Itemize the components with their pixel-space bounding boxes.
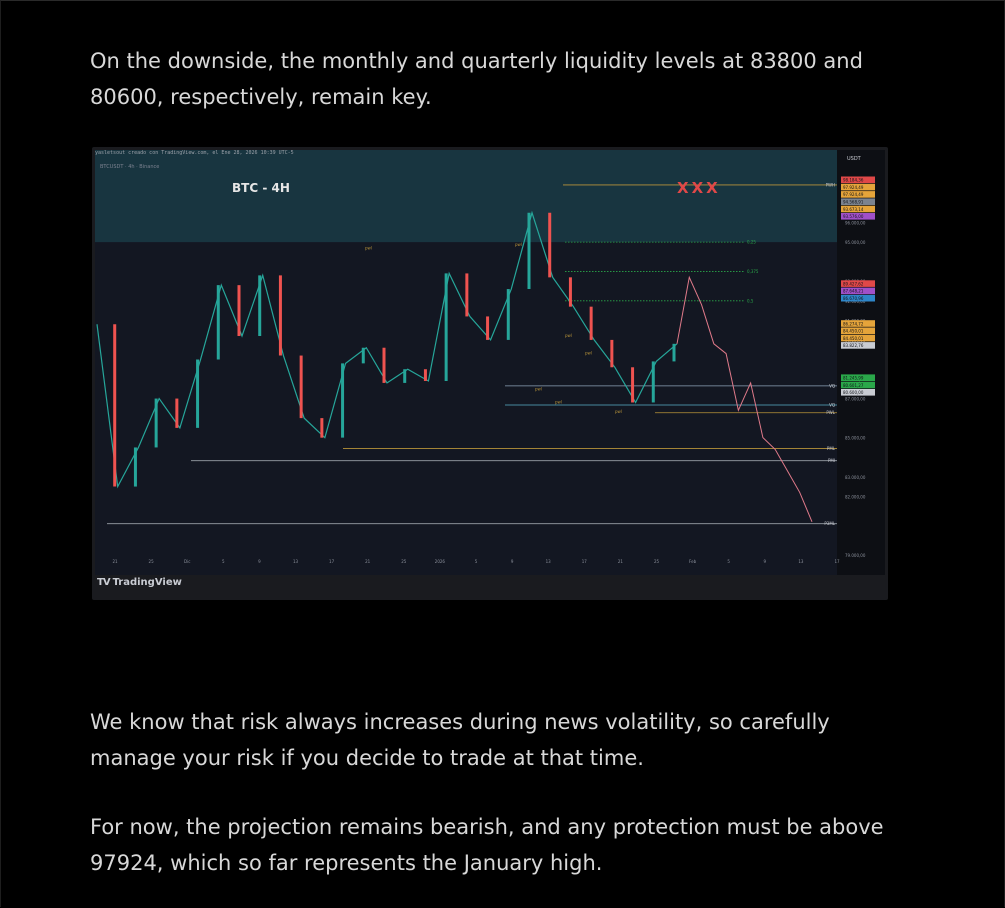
price-badge-text: 84.450,01	[843, 329, 864, 334]
pwl-label: pwl	[365, 246, 372, 251]
tradingview-icon: TV	[97, 577, 111, 588]
x-tick-label: 9	[258, 559, 261, 564]
x-tick-label: 13	[798, 559, 804, 564]
level-label: VQ	[829, 383, 835, 388]
chart-meta: yasletsout creado con TradingView.com, e…	[95, 150, 294, 156]
chart-area: 97.000,0096.000,0095.000,0093.000,0092.0…	[95, 150, 885, 575]
price-badge	[841, 205, 875, 213]
y-tick-label: 83.000,00	[845, 475, 866, 480]
x-tick-label: 21	[365, 559, 371, 564]
x-tick-label: 13	[546, 559, 552, 564]
price-badge	[841, 342, 875, 349]
x-tick-label: 2026	[435, 559, 446, 564]
price-badge-text: 87.648,21	[843, 289, 864, 294]
price-badge-text: 94.568,91	[843, 200, 864, 205]
price-badge-text: 93.673,14	[843, 207, 864, 212]
price-badge-text: 81.245,99	[843, 376, 864, 381]
x-tick-label: Feb	[689, 559, 697, 564]
price-badge-text: 86.670,96	[843, 296, 864, 301]
level-label: VQ	[829, 403, 835, 408]
x-tick-label: 5	[222, 559, 225, 564]
fib-label: 0,375	[747, 269, 759, 274]
price-badge-text: 97.924,49	[843, 192, 864, 197]
y-tick-label: 82.000,00	[845, 494, 866, 499]
price-badge	[841, 389, 875, 396]
pwl-label: pwl	[565, 333, 572, 338]
chart-title: BTC - 4H	[232, 181, 290, 195]
x-tick-label: 17	[329, 559, 335, 564]
price-badge	[841, 334, 875, 342]
btc-chart: 97.000,0096.000,0095.000,0093.000,0092.0…	[95, 150, 885, 575]
price-badge	[841, 183, 875, 191]
price-badge-text: 83.822,76	[843, 343, 864, 348]
price-badge	[841, 294, 875, 302]
y-tick-label: 95.000,00	[845, 240, 866, 245]
level-label: PWL	[826, 410, 835, 415]
projection-series	[676, 275, 813, 522]
pwl-label: pwl	[555, 399, 562, 404]
y-tick-label: 85.000,00	[845, 436, 866, 441]
paragraph-3: For now, the projection remains bearish,…	[90, 815, 884, 875]
pwl-label: pwl	[515, 242, 522, 247]
price-badge-text: 80.601,27	[843, 383, 864, 388]
x-tick-label: 21	[112, 559, 118, 564]
xxx-marker: XXX	[677, 179, 721, 197]
price-series	[96, 210, 678, 489]
paragraph-2: We know that risk always increases durin…	[90, 710, 830, 770]
x-tick-label: Dic	[184, 559, 190, 564]
x-tick-label: 25	[149, 559, 155, 564]
price-badge-text: 93.576,00	[843, 214, 864, 219]
level-label: PWH	[826, 182, 835, 187]
x-tick-label: 25	[401, 559, 407, 564]
price-badge-text: 80.600,00	[843, 390, 864, 395]
price-badge	[841, 280, 875, 287]
price-badge	[841, 176, 875, 184]
chart-image[interactable]: 97.000,0096.000,0095.000,0093.000,0092.0…	[92, 147, 888, 600]
price-badge	[841, 191, 875, 198]
x-tick-label: 17	[582, 559, 588, 564]
premium-zone	[95, 150, 837, 243]
pwl-label: pwl	[585, 351, 592, 356]
paragraph-1: On the downside, the monthly and quarter…	[90, 49, 863, 109]
fib-label: 0,25	[747, 240, 756, 245]
tradingview-logo[interactable]: TV TradingView	[97, 577, 182, 588]
price-badge-text: 89.427,62	[843, 281, 864, 286]
price-badge-text: 97.924,49	[843, 185, 864, 190]
price-axis-panel	[837, 150, 885, 575]
x-tick-label: 13	[293, 559, 299, 564]
y-tick-label: 96.000,00	[845, 221, 866, 226]
x-tick-label: 5	[727, 559, 730, 564]
price-badge	[841, 213, 875, 220]
pwl-label: pwl	[535, 387, 542, 392]
x-tick-label: 9	[511, 559, 514, 564]
price-badge-text: 86.274,72	[843, 321, 864, 326]
price-badge-text: 98.184,36	[843, 178, 864, 183]
price-badge	[841, 381, 875, 389]
x-tick-label: 25	[654, 559, 660, 564]
price-badge	[841, 198, 875, 205]
tradingview-logo-text: TradingView	[112, 577, 182, 588]
pwl-label: pwl	[615, 409, 622, 414]
price-badge-text: 84.450,01	[843, 336, 864, 341]
y-tick-label: 87.000,00	[845, 397, 866, 402]
y-tick-label: 79.000,00	[845, 553, 866, 558]
x-tick-label: 21	[618, 559, 624, 564]
x-tick-label: 17	[834, 559, 840, 564]
level-label: PMI	[828, 458, 835, 463]
x-tick-label: 5	[475, 559, 478, 564]
price-badge	[841, 320, 875, 327]
x-tick-label: 9	[764, 559, 767, 564]
level-label: PML	[827, 446, 836, 451]
chart-symbol: BTCUSDT · 4h · Binance	[100, 164, 160, 170]
fib-label: 0,5	[747, 298, 754, 303]
level-label: P3ML	[824, 521, 835, 526]
currency-label: USDT	[847, 156, 862, 162]
price-badge	[841, 374, 875, 381]
price-badge	[841, 287, 875, 295]
price-badge	[841, 327, 875, 335]
